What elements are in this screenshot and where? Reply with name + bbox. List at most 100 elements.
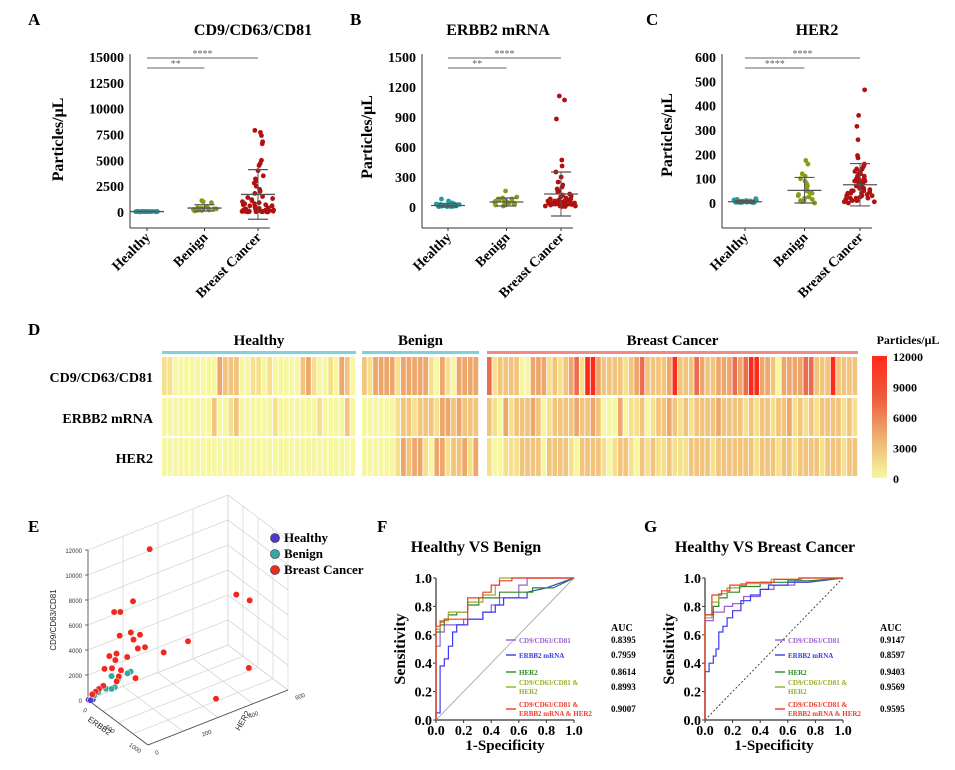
x-tick-label: 500 — [104, 725, 116, 736]
heatmap-cell — [378, 357, 384, 395]
heatmap-cell — [317, 398, 322, 436]
heatmap-cell — [173, 398, 178, 436]
heatmap-cell — [267, 398, 273, 436]
y-tick-label: 400 — [695, 100, 716, 115]
heatmap-cell — [792, 438, 798, 476]
panel-letter-e: E — [28, 517, 39, 536]
colorbar-tick-label: 0 — [893, 472, 899, 486]
data-point-breast-cancer — [553, 201, 559, 207]
data-point-breast-cancer — [134, 645, 142, 652]
heatmap-cell — [596, 438, 601, 476]
z-tick-label: 12000 — [65, 549, 82, 555]
heatmap-cell — [322, 357, 328, 395]
heatmap-cell — [645, 438, 650, 476]
data-point-breast-cancer — [566, 197, 571, 203]
data-point-benign — [512, 201, 518, 207]
heatmap-cell — [536, 398, 541, 436]
legend-label-line: CD9/CD63/CD81 & — [519, 679, 578, 687]
legend-label: CD9/CD63/CD81 — [788, 637, 840, 645]
data-point-healthy — [439, 196, 444, 202]
data-point-breast-cancer — [256, 163, 262, 168]
heatmap-cell — [617, 398, 623, 436]
data-point-breast-cancer — [141, 643, 149, 651]
heatmap-cell — [825, 398, 830, 436]
heatmap-cell — [497, 398, 503, 436]
data-point-breast-cancer — [246, 596, 254, 604]
y-axis-label: Particles/μL — [659, 93, 676, 177]
data-point-benign — [199, 198, 205, 204]
heatmap-cell — [306, 357, 311, 395]
reference-diagonal — [435, 577, 575, 721]
heatmap-cell — [322, 438, 328, 476]
data-point-breast-cancer — [542, 203, 548, 209]
heatmap-cell — [440, 398, 445, 436]
heatmap-cell — [585, 438, 590, 476]
heatmap-cell — [814, 398, 820, 436]
heatmap-cell — [765, 398, 770, 436]
heatmap-cell — [530, 438, 536, 476]
heatmap-cell — [373, 357, 378, 395]
heatmap-cell — [781, 357, 787, 395]
data-point-breast-cancer — [855, 178, 860, 184]
y-tick-label: 2500 — [96, 180, 124, 195]
heatmap-cell — [473, 438, 479, 476]
heatmap-cell — [716, 357, 721, 395]
heatmap-cell — [557, 357, 563, 395]
data-point-benign — [796, 192, 801, 197]
y-tick-label: 0.6 — [415, 629, 433, 644]
y-tick-label: 100 — [695, 173, 716, 188]
heatmap-row-label: ERBB2 mRNA — [62, 412, 154, 427]
data-point-breast-cancer — [561, 202, 567, 208]
heatmap-cell — [645, 357, 650, 395]
data-point-breast-cancer — [555, 179, 561, 185]
x-tick-label: 0.6 — [779, 724, 797, 739]
heatmap-cell — [289, 398, 295, 436]
heatmap-cell — [737, 438, 743, 476]
legend-label: Benign — [284, 546, 324, 561]
roc-curve-1 — [704, 577, 844, 720]
heatmap-cell — [639, 398, 645, 436]
data-point-breast-cancer — [862, 87, 868, 93]
grid-line — [192, 658, 254, 705]
heatmap-cell — [683, 357, 689, 395]
data-point-breast-cancer — [146, 545, 154, 553]
x-tick-label: Benign — [473, 230, 513, 270]
heatmap-cell — [819, 357, 825, 395]
y-tick-label: 7500 — [96, 129, 124, 144]
data-point-breast-cancer — [88, 690, 96, 698]
heatmap-cell — [173, 357, 178, 395]
heatmap-cell — [350, 438, 356, 476]
heatmap-cell — [688, 438, 694, 476]
heatmap-cell — [339, 357, 345, 395]
heatmap-cell — [541, 438, 547, 476]
heatmap-cell — [661, 357, 667, 395]
auc-value: 0.9595 — [880, 704, 905, 714]
x-tick-label: Healthy — [110, 230, 154, 274]
heatmap-cell — [787, 357, 792, 395]
y-axis-label: Particles/μL — [50, 98, 67, 182]
heatmap-cell — [514, 398, 519, 436]
heatmap-cell — [847, 398, 852, 436]
heatmap-cell — [677, 438, 683, 476]
heatmap-cell — [754, 398, 759, 436]
heatmap-cell — [563, 357, 569, 395]
heatmap-cell — [162, 357, 167, 395]
heatmap-cell — [195, 357, 200, 395]
legend-label: CD9/CD63/CD81 & HER2 — [788, 679, 847, 696]
y-tick-label: 0.0 — [415, 714, 433, 729]
heatmap-cell — [283, 438, 289, 476]
heatmap-cell — [661, 398, 667, 436]
heatmap-cell — [406, 438, 412, 476]
heatmap-cell — [677, 398, 683, 436]
heatmap-cell — [434, 398, 440, 436]
heatmap-cell — [830, 398, 836, 436]
data-point-breast-cancer — [184, 637, 192, 645]
heatmap-cell — [456, 438, 462, 476]
heatmap-cell — [530, 398, 536, 436]
heatmap-cell — [525, 438, 530, 476]
legend-label-line: CD9/CD63/CD81 & — [788, 701, 847, 709]
heatmap-cell — [650, 438, 656, 476]
heatmap-cell — [239, 357, 245, 395]
heatmap-cell — [389, 438, 395, 476]
